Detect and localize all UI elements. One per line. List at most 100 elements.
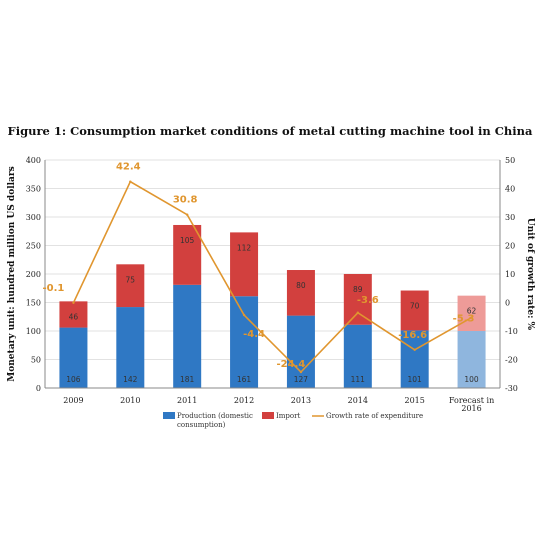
y-tick-label: 350 — [26, 185, 41, 194]
x-tick-label: 2010 — [120, 396, 140, 405]
import-bar — [116, 264, 145, 308]
y2-axis-title: Unit of growth rate: % — [525, 218, 535, 331]
y2-tick-label: 10 — [505, 270, 515, 279]
production-value-label: 100 — [464, 375, 479, 384]
y2-tick-label: -10 — [505, 327, 518, 336]
legend-label-line: Import — [276, 412, 300, 420]
production-value-label: 142 — [123, 375, 138, 384]
production-value-label: 161 — [237, 375, 252, 384]
y-tick-label: 150 — [26, 299, 41, 308]
production-bar — [116, 307, 145, 388]
import-bar — [230, 232, 259, 297]
legend: Production (domestic consumption) Import Gr… — [163, 412, 423, 429]
import-bar — [59, 301, 88, 328]
chart-title: Figure 1: Consumption market conditions … — [7, 124, 533, 138]
import-value-label: 112 — [237, 243, 252, 252]
x-tick-label-line: 2012 — [234, 396, 254, 405]
y-tick-label: 200 — [26, 270, 41, 279]
x-tick-label-line: 2010 — [120, 396, 140, 405]
growth-rate-label: -4.4 — [243, 329, 265, 340]
y-tick-label: 100 — [26, 327, 41, 336]
import-value-label: 46 — [69, 312, 79, 321]
x-tick-label: 2011 — [177, 396, 197, 405]
legend-label-line: Production (domestic — [177, 412, 253, 420]
y2-tick-label: 0 — [505, 299, 510, 308]
y-tick-label: 50 — [31, 356, 41, 365]
import-value-label: 75 — [126, 275, 136, 284]
x-tick-label-line: 2015 — [405, 396, 425, 405]
legend-swatch — [163, 412, 175, 419]
legend-label: Import — [276, 412, 300, 420]
production-bar — [230, 296, 259, 388]
import-bar — [400, 290, 429, 331]
x-tick-label-line: 2016 — [461, 404, 481, 413]
gridlines — [45, 159, 500, 389]
growth-rate-label: 30.8 — [173, 195, 198, 206]
y-axis-title: Monetary unit: hundred million US dollar… — [7, 166, 17, 381]
import-value-label: 70 — [410, 302, 420, 311]
production-bar — [286, 315, 315, 388]
production-bar — [457, 331, 486, 388]
growth-rate-label: -16.6 — [398, 330, 427, 341]
x-tick-label-line: 2009 — [63, 396, 83, 405]
import-bar — [343, 274, 372, 325]
legend-label: Production (domestic consumption) — [177, 412, 253, 429]
legend-label: Growth rate of expenditure — [326, 412, 423, 420]
import-bar — [286, 270, 315, 316]
production-value-label: 101 — [408, 375, 423, 384]
axes: 0 50 100 150 200 250 300 350 400 -30 -20 -10 0 10 20 30… — [7, 156, 535, 413]
y-tick-label: 400 — [26, 156, 41, 165]
legend-label-line: consumption) — [177, 421, 226, 429]
y-tick-label: 300 — [26, 213, 41, 222]
growth-rate-line — [72, 180, 472, 374]
y2-tick-label: 30 — [505, 213, 515, 222]
growth-rate-label: -24.4 — [277, 359, 306, 370]
y2-tick-label: 50 — [505, 156, 515, 165]
growth-rate-point — [299, 370, 303, 374]
production-bar — [173, 284, 202, 388]
x-tick-label: 2013 — [291, 396, 311, 405]
production-value-label: 181 — [180, 375, 195, 384]
growth-rate-label: -5.3 — [453, 314, 475, 325]
growth-rate-label: -0.1 — [43, 283, 65, 294]
y-tick-label: 250 — [26, 242, 41, 251]
production-bar — [59, 327, 88, 388]
y-tick-label: 0 — [36, 384, 41, 393]
import-bar — [457, 295, 486, 331]
growth-rate-point — [242, 313, 246, 317]
growth-rate-point — [356, 311, 360, 314]
x-tick-label-line: Forecast in — [449, 396, 494, 405]
x-tick-label: Forecast in 2016 — [449, 396, 494, 413]
production-value-label: 127 — [294, 375, 309, 384]
import-value-label: 89 — [353, 285, 363, 294]
y2-tick-label: 20 — [505, 242, 515, 251]
x-tick-label-line: 2014 — [348, 396, 368, 405]
y2-tick-label: -30 — [505, 384, 518, 393]
x-tick-label-line: 2013 — [291, 396, 311, 405]
growth-rate-point — [72, 301, 75, 304]
x-tick-label: 2015 — [405, 396, 425, 405]
import-value-label: 80 — [296, 281, 306, 290]
growth-rate-point — [129, 180, 132, 183]
growth-rate-point — [185, 213, 189, 216]
production-bar — [343, 324, 372, 388]
growth-line-series — [72, 180, 473, 374]
production-value-label: 106 — [66, 375, 81, 384]
growth-rate-label: 42.4 — [116, 162, 141, 173]
import-value-label: 105 — [180, 236, 195, 245]
legend-label-line: Growth rate of expenditure — [326, 412, 423, 420]
x-tick-label: 2014 — [348, 396, 368, 405]
data-labels: 106 46 142 75 181 105 161 112 127 80 111 89 101 70 100… — [43, 162, 479, 384]
x-tick-label-line: 2011 — [177, 396, 197, 405]
growth-rate-point — [413, 348, 416, 352]
production-value-label: 111 — [351, 375, 366, 384]
x-tick-label: 2009 — [63, 396, 83, 405]
x-tick-label: 2012 — [234, 396, 254, 405]
growth-rate-label: -3.6 — [357, 295, 379, 306]
production-bar — [400, 330, 429, 388]
bar-series — [59, 224, 486, 388]
import-value-label: 62 — [467, 307, 477, 316]
legend-swatch — [262, 412, 274, 419]
y2-tick-label: 40 — [505, 185, 515, 194]
